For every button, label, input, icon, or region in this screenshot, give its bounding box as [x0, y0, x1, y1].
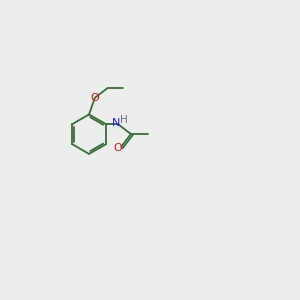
Text: H: H — [120, 115, 128, 125]
Text: O: O — [113, 143, 122, 153]
Text: N: N — [112, 118, 121, 128]
Text: O: O — [91, 93, 99, 103]
